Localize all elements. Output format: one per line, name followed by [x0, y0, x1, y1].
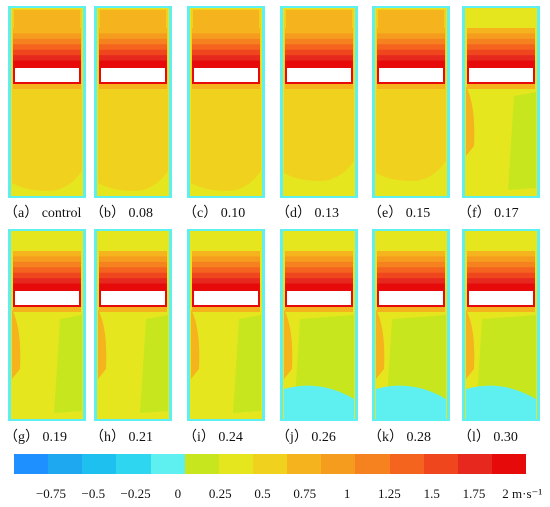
color-swatch: [48, 454, 83, 474]
contour-panel: [280, 6, 358, 198]
contour-panel: [94, 6, 172, 198]
contour-field: [280, 229, 358, 421]
panel-caption: （i） 0.24: [183, 430, 243, 445]
panel-caption: （b） 0.08: [90, 206, 153, 221]
contour-field: [187, 229, 265, 421]
panel-caption: （e） 0.15: [368, 206, 431, 221]
scale-tick-label: 1: [343, 486, 351, 501]
color-swatch: [423, 454, 458, 474]
contour-field: [372, 6, 450, 198]
contour-panel: [462, 229, 540, 421]
contour-panel: [187, 6, 265, 198]
contour-field: [462, 6, 540, 198]
contour-panel: [8, 6, 86, 198]
color-swatch: [491, 454, 527, 474]
contour-panel: [94, 229, 172, 421]
color-swatch: [150, 454, 185, 474]
scale-tick-label: 0.25: [208, 486, 232, 501]
panel-caption: （a） control: [4, 206, 82, 221]
color-swatch: [218, 454, 253, 474]
panel-caption: （k） 0.28: [368, 430, 431, 445]
scale-tick-label: −0.5: [81, 486, 106, 501]
contour-panel: [280, 229, 358, 421]
contour-field: [372, 229, 450, 421]
scale-tick-label: 1.75: [462, 486, 486, 501]
contour-field: [462, 229, 540, 421]
color-swatch: [457, 454, 492, 474]
panel-caption: （c） 0.10: [183, 206, 246, 221]
panel-caption: （d） 0.13: [276, 206, 339, 221]
contour-field: [8, 229, 86, 421]
panel-caption: （h） 0.21: [90, 430, 153, 445]
contour-field: [187, 6, 265, 198]
scale-tick-label: 0.5: [254, 486, 271, 501]
contour-panel: [372, 6, 450, 198]
color-swatch: [252, 454, 288, 474]
scale-tick-label: 2 m·s⁻¹: [502, 486, 543, 501]
color-swatch: [116, 454, 151, 474]
panel-caption: （l） 0.30: [458, 430, 518, 445]
color-swatch: [355, 454, 390, 474]
contour-field: [280, 6, 358, 198]
scale-tick-label: 0.75: [293, 486, 317, 501]
panel-caption: （g） 0.19: [4, 430, 67, 445]
contour-panel: [8, 229, 86, 421]
color-swatch: [184, 454, 219, 474]
scale-tick-label: 0: [174, 486, 182, 501]
contour-panel: [372, 229, 450, 421]
panel-caption: （j） 0.26: [276, 430, 336, 445]
contour-panel: [187, 229, 265, 421]
scale-tick-label: 1.25: [378, 486, 401, 501]
scale-tick-label: 1.5: [423, 486, 440, 501]
color-swatch: [321, 454, 356, 474]
contour-field: [94, 229, 172, 421]
panel-caption: （f） 0.17: [458, 206, 519, 221]
color-swatch: [14, 454, 49, 474]
color-scale-bar: [14, 454, 527, 474]
color-swatch: [389, 454, 424, 474]
contour-field: [94, 6, 172, 198]
contour-field: [8, 6, 86, 198]
contour-panel: [462, 6, 540, 198]
color-swatch: [82, 454, 117, 474]
color-swatch: [287, 454, 322, 474]
scale-tick-label: −0.75: [35, 486, 67, 501]
scale-tick-label: −0.25: [120, 486, 151, 501]
